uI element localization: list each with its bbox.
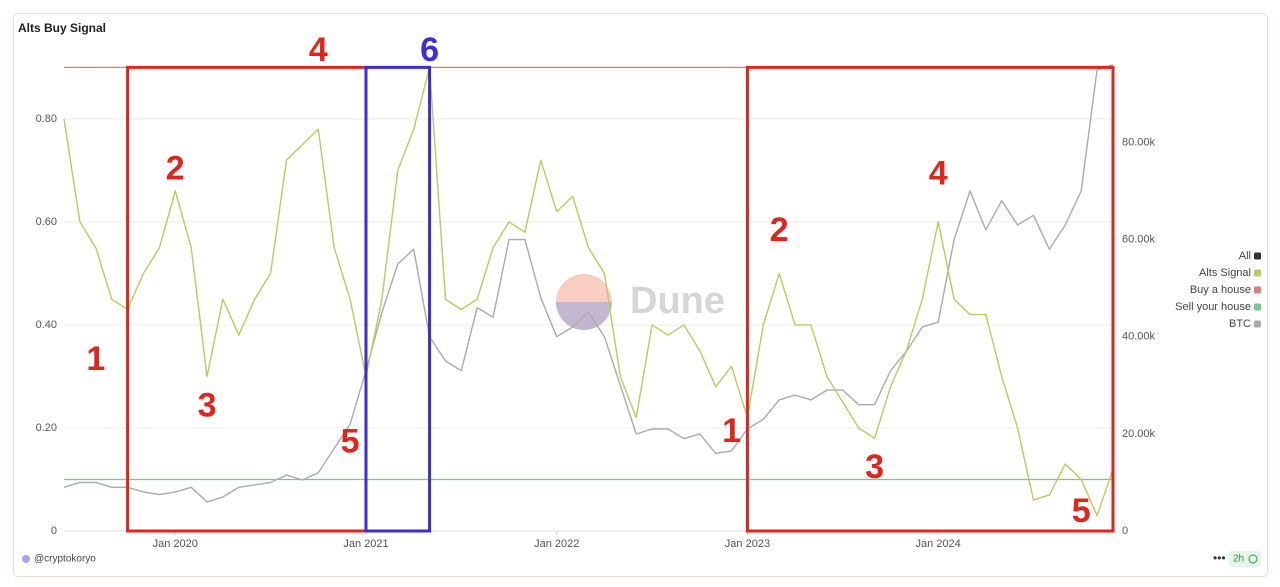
annotation-label: 2: [770, 211, 789, 249]
y-tick-label: 0.40: [36, 319, 57, 331]
legend-label: Buy a house: [1190, 284, 1251, 296]
series-line: [63, 64, 1114, 503]
legend-item[interactable]: Buy a house: [1190, 284, 1261, 296]
legend-swatch: [1254, 320, 1261, 328]
legend-label: BTC: [1229, 318, 1251, 330]
card: [13, 13, 1268, 577]
series-line: [63, 66, 1114, 517]
annotation-label: 1: [86, 340, 105, 378]
legend-label: All: [1239, 250, 1251, 262]
age-icon: [1248, 554, 1258, 564]
legend-swatch: [1254, 286, 1261, 294]
x-tick-label: Jan 2022: [534, 538, 579, 550]
annotation-label: 6: [420, 31, 439, 69]
y-tick-label: 0.60: [36, 216, 57, 228]
annotation-label: 1: [722, 412, 741, 450]
annotation-label: 4: [929, 155, 948, 193]
legend-label: Sell your house: [1175, 301, 1251, 313]
legend-item[interactable]: Alts Signal: [1199, 267, 1261, 279]
annotation-label: 4: [309, 31, 328, 69]
annotation-label: 3: [865, 448, 884, 486]
legend-item[interactable]: All: [1239, 250, 1261, 262]
footer-age: 2h: [1233, 554, 1244, 565]
watermark-text: Dune: [630, 280, 725, 322]
annotation-label: 2: [166, 149, 185, 187]
legend-swatch: [1254, 252, 1261, 260]
x-tick-label: Jan 2021: [343, 538, 388, 550]
legend-item[interactable]: Sell your house: [1175, 301, 1261, 313]
chart-title: Alts Buy Signal: [18, 21, 106, 35]
y2-tick-label: 20.00k: [1122, 428, 1156, 440]
annotation-label: 3: [198, 386, 217, 424]
x-tick-label: Jan 2020: [153, 538, 198, 550]
legend-item[interactable]: BTC: [1229, 318, 1261, 330]
y-tick-label: 0: [51, 525, 57, 537]
annotation-label: 5: [341, 422, 360, 460]
x-tick-label: Jan 2024: [916, 538, 961, 550]
y2-tick-label: 40.00k: [1122, 331, 1156, 343]
annotation-box: [745, 65, 1115, 533]
y-tick-label: 0.20: [36, 422, 57, 434]
legend-label: Alts Signal: [1199, 267, 1251, 279]
y2-tick-label: 0: [1122, 525, 1128, 537]
watermark-group: Dune: [556, 274, 725, 330]
menu-dots[interactable]: •••: [1213, 551, 1226, 565]
legend-swatch: [1254, 303, 1261, 311]
annotation-label: 5: [1072, 492, 1091, 530]
user-icon: [22, 555, 30, 563]
y-tick-label: 0.80: [36, 113, 57, 125]
y2-tick-label: 60.00k: [1122, 233, 1156, 245]
y2-tick-label: 80.00k: [1122, 136, 1156, 148]
annotation-box: [364, 65, 432, 533]
legend-swatch: [1254, 269, 1261, 277]
x-tick-label: Jan 2023: [725, 538, 770, 550]
footer-user: @cryptokoryo: [34, 554, 96, 565]
